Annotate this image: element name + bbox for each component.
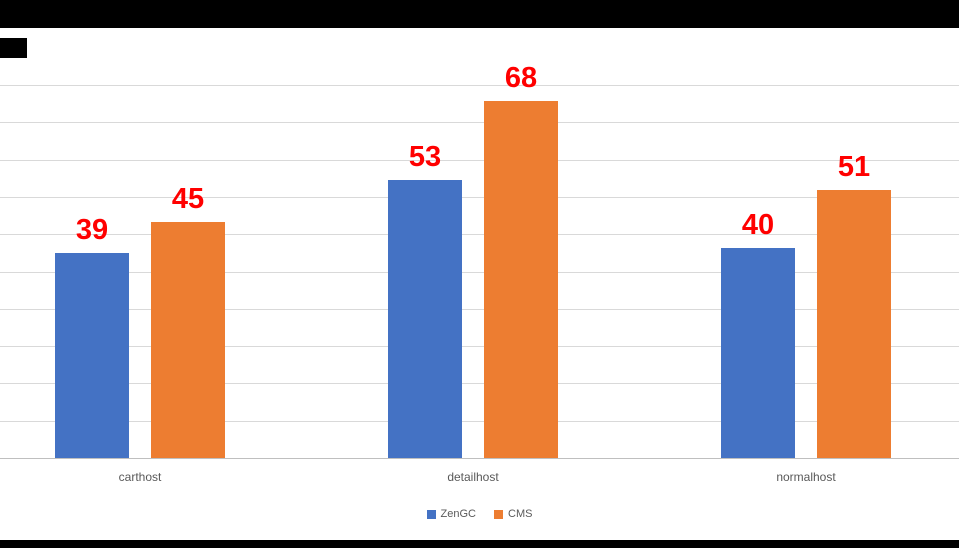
category-axis: carthost detailhost normalhost [0, 470, 959, 488]
category-label-carthost: carthost [118, 470, 162, 484]
top-black-bar [0, 0, 959, 28]
bottom-black-bar [0, 540, 959, 548]
black-square-decoration [0, 38, 27, 58]
legend-label-cms: CMS [508, 508, 533, 520]
gridline [0, 383, 959, 385]
bar-zengc-carthost [55, 253, 129, 458]
category-label-detailhost: detailhost [447, 470, 499, 484]
bar-group-detailhost: 53 68 [388, 63, 558, 458]
gridline [0, 196, 959, 198]
bar-cms-normalhost [817, 190, 891, 458]
category-label-normalhost: normalhost [776, 470, 836, 484]
gridline [0, 122, 959, 124]
gridline [0, 420, 959, 422]
chart-legend: ZenGC CMS [0, 508, 959, 520]
plot-area: 39 45 53 68 40 51 [0, 63, 959, 459]
bar-group-normalhost: 40 51 [721, 85, 891, 458]
bar-cms-detailhost [484, 100, 558, 458]
data-label-zengc-normalhost: 40 [741, 208, 775, 241]
data-label-cms-detailhost: 68 [504, 61, 538, 94]
gridline [0, 346, 959, 348]
x-axis-line [0, 458, 959, 459]
gridline [0, 85, 959, 86]
legend-swatch-zengc [426, 509, 436, 519]
legend-item-cms: CMS [494, 508, 532, 520]
data-label-cms-carthost: 45 [171, 182, 205, 215]
legend-label-zengc: ZenGC [440, 508, 476, 520]
data-label-zengc-detailhost: 53 [408, 140, 442, 173]
bar-group-carthost: 39 45 [55, 85, 225, 458]
bar-zengc-normalhost [721, 247, 795, 458]
gridline [0, 271, 959, 273]
data-label-cms-normalhost: 51 [837, 151, 871, 184]
data-label-zengc-carthost: 39 [75, 214, 109, 247]
legend-swatch-cms [494, 509, 503, 519]
gridline [0, 159, 959, 161]
legend-item-zengc: ZenGC [426, 508, 476, 520]
bar-zengc-detailhost [388, 179, 462, 458]
gridline [0, 234, 959, 236]
bar-cms-carthost [151, 221, 225, 458]
gridline [0, 308, 959, 310]
